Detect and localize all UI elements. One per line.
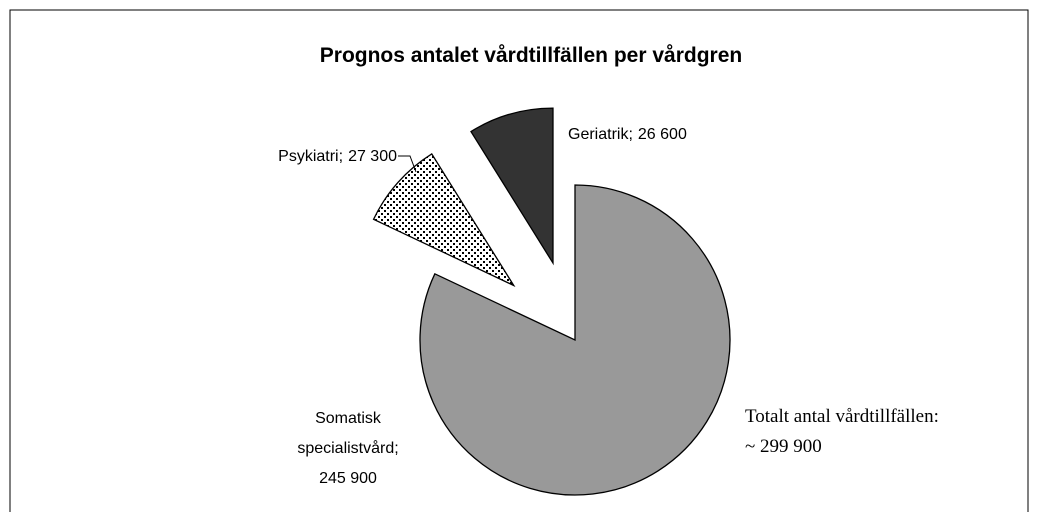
- leader-line: [398, 155, 417, 173]
- value-label: 27 300: [348, 148, 397, 165]
- pie-slice: [372, 153, 516, 288]
- category-label: Psykiatri;: [278, 148, 343, 165]
- pie-slice: [419, 184, 731, 496]
- pie-slice: [470, 107, 554, 266]
- value-label: 26 600: [638, 126, 687, 143]
- annotation: Totalt antal vårdtillfällen:: [745, 406, 939, 427]
- annotation: ~ 299 900: [745, 436, 822, 457]
- value-label: 245 900: [319, 470, 377, 487]
- slice-label: Geriatrik; 26 600: [568, 126, 687, 143]
- slice-label: Somatisk: [315, 410, 382, 427]
- slice-label: Psykiatri; 27 300: [278, 148, 397, 165]
- category-label: Geriatrik;: [568, 126, 633, 143]
- chart-frame: [9, 9, 1029, 512]
- chart-title: Prognos antalet vårdtillfällen per vårdg…: [320, 44, 742, 67]
- slice-label: specialistvård;: [297, 439, 398, 457]
